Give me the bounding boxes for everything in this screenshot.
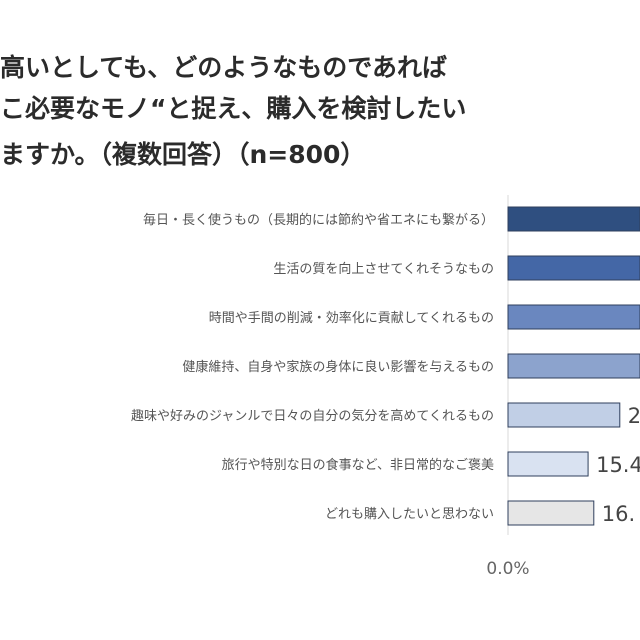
chart-title-line-3: ますか。（複数回答）（n=800） xyxy=(0,140,366,169)
bar xyxy=(507,451,589,477)
category-label: 趣味や好みのジャンルで日々の自分の気分を高めてくれるもの xyxy=(131,408,494,424)
data-label: 2 xyxy=(628,404,640,428)
chart-title-line-2: こ必要なモノ“と捉え、購入を検討したい xyxy=(0,94,467,123)
category-label: どれも購入したいと思わない xyxy=(325,507,494,522)
bar xyxy=(507,304,640,330)
data-label: 16. xyxy=(602,502,635,526)
category-label: 旅行や特別な日の食事など、非日常的なご褒美 xyxy=(222,457,494,473)
chart-title-line-1: 高いとしても、どのようなものであれば xyxy=(0,53,448,82)
category-label: 毎日・長く使うもの（長期的には節約や省エネにも繋がる） xyxy=(143,212,494,228)
x-tick-label: 0.0% xyxy=(486,559,529,579)
bar xyxy=(507,500,595,526)
category-label: 時間や手間の削減・効率化に貢献してくれるもの xyxy=(209,310,494,326)
bar xyxy=(507,353,640,379)
bar xyxy=(507,402,621,428)
category-label: 健康維持、自身や家族の身体に良い影響を与えるもの xyxy=(182,359,494,375)
bar xyxy=(507,206,640,232)
category-label: 生活の質を向上させてくれそうなもの xyxy=(273,261,494,277)
data-label: 15.4 xyxy=(596,453,640,477)
bar xyxy=(507,255,640,281)
